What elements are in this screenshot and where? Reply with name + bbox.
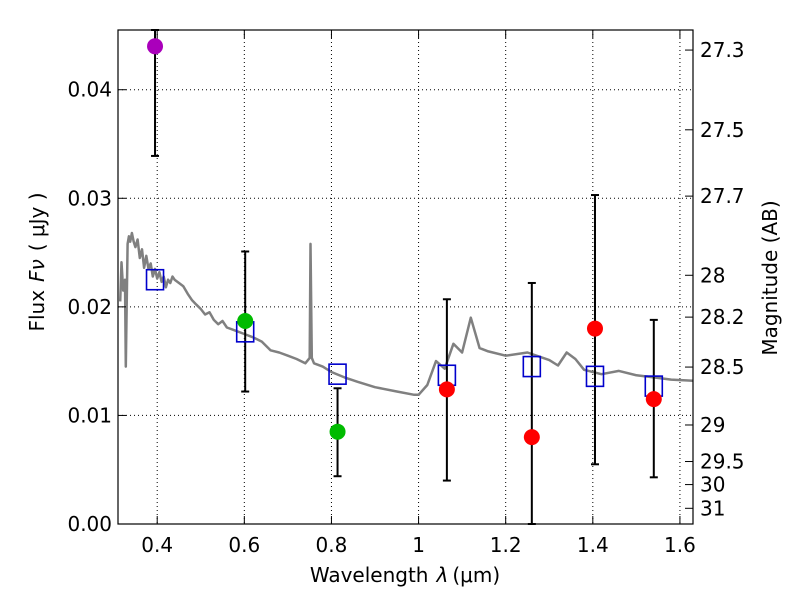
y-tick-label: 0.02 (67, 295, 112, 319)
observed-point (645, 391, 662, 408)
x-tick-label: 1.4 (577, 533, 609, 557)
x-tick-label: 0.8 (316, 533, 348, 557)
y-tick-label: 0.03 (67, 186, 112, 210)
y2-tick-label: 29 (700, 413, 725, 437)
observed-point (329, 423, 346, 440)
sed-template-line (118, 231, 694, 397)
x-axis-label: Wavelength λ (μm) (310, 563, 500, 587)
observed-point (147, 38, 164, 55)
y-axis-label: FluxFν( μJy ) (25, 192, 49, 331)
y2-tick-label: 28.5 (700, 355, 745, 379)
x-tick-label: 0.6 (228, 533, 260, 557)
y2-tick-label: 27.7 (700, 184, 745, 208)
axis-ticks: 0.4 0.6 0.8 1 1.2 1.4 1.6 0.00 0.01 0.02 0.03 0.04 2… (67, 30, 745, 557)
x-tick-label: 0.4 (141, 533, 173, 557)
x-tick-label: 1.6 (664, 533, 696, 557)
y2-tick-label: 28.2 (700, 305, 745, 329)
model-point (585, 365, 605, 388)
sed-template-layer (118, 231, 694, 397)
x-tick-label: 1.2 (490, 533, 522, 557)
model-point (328, 363, 347, 385)
y-tick-label: 0.04 (67, 78, 112, 102)
y2-tick-label: 28 (700, 263, 725, 287)
y-tick-label: 0.00 (67, 512, 112, 536)
model-point (145, 268, 165, 291)
observed-points-layer (147, 38, 662, 446)
observed-point (586, 320, 603, 337)
y2-tick-label: 27.3 (700, 38, 745, 62)
y-tick-label: 0.01 (67, 403, 112, 427)
observed-point (438, 381, 455, 398)
y2-tick-label: 27.5 (700, 118, 745, 142)
y2-axis-label: Magnitude (AB) (758, 200, 782, 355)
observed-point (523, 429, 540, 446)
y2-tick-label: 30 (700, 473, 725, 497)
model-point (522, 355, 542, 378)
observed-point (237, 312, 254, 329)
y2-tick-label: 31 (700, 496, 725, 520)
y2-tick-label: 29.5 (700, 450, 745, 474)
plot-frame (117, 29, 694, 525)
x-tick-label: 1 (412, 533, 425, 557)
